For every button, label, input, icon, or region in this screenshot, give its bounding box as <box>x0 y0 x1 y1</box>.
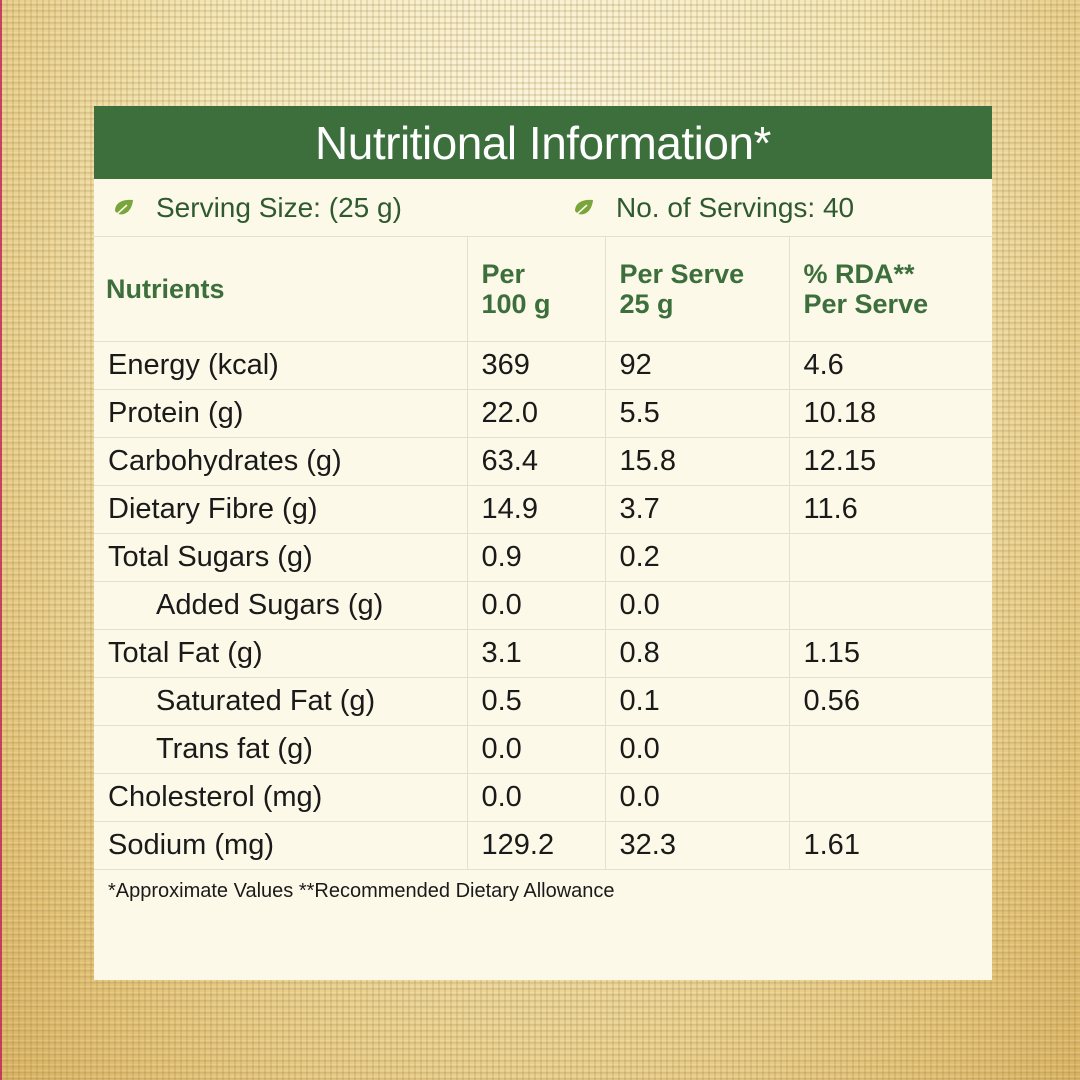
per-serve-value: 0.2 <box>604 533 789 582</box>
table-row: Protein (g) 22.0 5.5 10.18 <box>94 389 992 438</box>
per-serve-value: 5.5 <box>604 389 789 438</box>
leaf-icon <box>115 199 133 216</box>
rda-value: 12.15 <box>788 437 992 486</box>
table-row: Trans fat (g) 0.0 0.0 <box>94 725 992 774</box>
table-header-row: Nutrients Per 100 g Per Serve 25 g % RDA**… <box>94 237 992 342</box>
rda-value: 11.6 <box>788 485 992 534</box>
per-serve-value: 0.1 <box>604 677 789 726</box>
nutrient-name: Trans fat (g) <box>94 725 467 774</box>
footnote: *Approximate Values **Recommended Dietar… <box>108 880 615 902</box>
nutrient-name: Protein (g) <box>94 389 467 438</box>
panel-title: Nutritional Information* <box>94 106 992 179</box>
per-100g-value: 0.9 <box>466 533 605 582</box>
table-row: Added Sugars (g) 0.0 0.0 <box>94 581 992 630</box>
nutrient-name: Energy (kcal) <box>94 341 467 390</box>
servings-count: No. of Servings: 40 <box>572 192 854 224</box>
nutrient-name: Total Sugars (g) <box>94 533 467 582</box>
header-per-serve: Per Serve 25 g <box>604 237 789 342</box>
per-100g-value: 0.0 <box>466 725 605 774</box>
per-serve-value: 0.8 <box>604 629 789 678</box>
serving-info-row: Serving Size: (25 g) No. of Servings: 40 <box>94 179 992 237</box>
table-row: Energy (kcal) 369 92 4.6 <box>94 341 992 390</box>
per-serve-value: 15.8 <box>604 437 789 486</box>
nutrient-name: Sodium (mg) <box>94 821 467 870</box>
rda-value: 10.18 <box>788 389 992 438</box>
per-serve-value: 32.3 <box>604 821 789 870</box>
nutrient-name: Carbohydrates (g) <box>94 437 467 486</box>
per-serve-value: 0.0 <box>604 725 789 774</box>
table-row: Carbohydrates (g) 63.4 15.8 12.15 <box>94 437 992 486</box>
header-rda: % RDA** Per Serve <box>788 237 992 342</box>
nutrient-name: Added Sugars (g) <box>94 581 467 630</box>
table-row: Saturated Fat (g) 0.5 0.1 0.56 <box>94 677 992 726</box>
nutrient-name: Cholesterol (mg) <box>94 773 467 822</box>
rda-value: 1.61 <box>788 821 992 870</box>
rda-value <box>788 581 992 630</box>
per-100g-value: 0.0 <box>466 773 605 822</box>
per-100g-value: 14.9 <box>466 485 605 534</box>
nutrition-panel: Nutritional Information* Serving Size: (… <box>94 106 992 980</box>
header-per-100g: Per 100 g <box>466 237 605 342</box>
edge-stripe <box>0 0 2 1080</box>
per-serve-value: 3.7 <box>604 485 789 534</box>
table-row: Dietary Fibre (g) 14.9 3.7 11.6 <box>94 485 992 534</box>
per-serve-value: 92 <box>604 341 789 390</box>
nutrient-name: Dietary Fibre (g) <box>94 485 467 534</box>
per-100g-value: 129.2 <box>466 821 605 870</box>
servings-count-label: No. of Servings: 40 <box>616 191 855 223</box>
per-serve-value: 0.0 <box>604 773 789 822</box>
serving-size-label: Serving Size: (25 g) <box>156 191 402 223</box>
table-row: Total Fat (g) 3.1 0.8 1.15 <box>94 629 992 678</box>
per-100g-value: 63.4 <box>466 437 605 486</box>
per-serve-value: 0.0 <box>604 581 789 630</box>
rda-value: 0.56 <box>788 677 992 726</box>
serving-size: Serving Size: (25 g) <box>112 192 572 224</box>
nutrition-table: Nutrients Per 100 g Per Serve 25 g % RDA**… <box>94 237 992 870</box>
table-row: Cholesterol (mg) 0.0 0.0 <box>94 773 992 822</box>
rda-value <box>788 725 992 774</box>
table-row: Sodium (mg) 129.2 32.3 1.61 <box>94 821 992 870</box>
rda-value: 4.6 <box>788 341 992 390</box>
header-nutrients: Nutrients <box>94 237 467 342</box>
rda-value: 1.15 <box>788 629 992 678</box>
per-100g-value: 0.0 <box>466 581 605 630</box>
per-100g-value: 0.5 <box>466 677 605 726</box>
rda-value <box>788 533 992 582</box>
leaf-icon <box>575 199 593 216</box>
table-row: Total Sugars (g) 0.9 0.2 <box>94 533 992 582</box>
per-100g-value: 369 <box>466 341 605 390</box>
per-100g-value: 22.0 <box>466 389 605 438</box>
nutrient-name: Total Fat (g) <box>94 629 467 678</box>
per-100g-value: 3.1 <box>466 629 605 678</box>
nutrient-name: Saturated Fat (g) <box>94 677 467 726</box>
rda-value <box>788 773 992 822</box>
